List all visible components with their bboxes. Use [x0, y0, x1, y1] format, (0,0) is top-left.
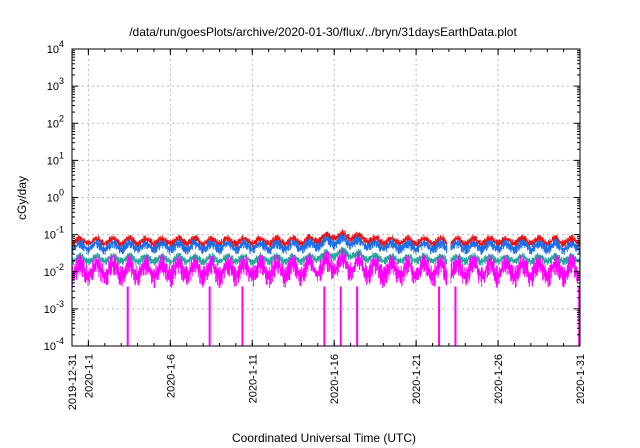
x-tick-label: 2019-12-31 — [67, 354, 79, 410]
y-tick-label: 10-2 — [44, 262, 64, 279]
x-tick-label: 2020-1-6 — [165, 354, 177, 398]
x-tick-label: 2020-1-11 — [247, 354, 259, 403]
y-tick-label: 10-1 — [44, 225, 64, 242]
x-tick-labels: 2019-12-31 2020-1-1 2020-1-6 2020-1-11 2020-… — [67, 354, 587, 410]
x-tick-label: 2020-1-31 — [575, 354, 587, 404]
y-tick-label: 10-4 — [44, 336, 64, 353]
chart-title: /data/run/goesPlots/archive/2020-01-30/f… — [129, 25, 517, 39]
x-axis-title: Coordinated Universal Time (UTC) — [232, 431, 416, 445]
y-tick-label: 102 — [47, 113, 64, 130]
y-axis-title: cGy/day — [15, 176, 29, 220]
data-gap — [447, 50, 451, 345]
y-tick-label: 10-3 — [44, 299, 64, 316]
x-tick-label: 2020-1-1 — [83, 354, 95, 398]
y-tick-label: 103 — [47, 76, 64, 93]
ticks-layer — [71, 48, 581, 347]
grid — [72, 49, 580, 346]
x-tick-label: 2020-1-21 — [411, 354, 423, 404]
y-tick-label: 100 — [47, 188, 64, 205]
series-4 — [71, 249, 581, 346]
y-tick-label: 101 — [47, 150, 64, 167]
x-tick-label: 2020-1-16 — [329, 354, 341, 404]
series-layer — [71, 50, 581, 346]
y-tick-labels: 10-4 10-3 10-2 10-1 100 101 102 103 104 — [44, 39, 64, 353]
x-tick-label: 2020-1-26 — [493, 354, 505, 404]
y-tick-label: 104 — [47, 39, 64, 56]
